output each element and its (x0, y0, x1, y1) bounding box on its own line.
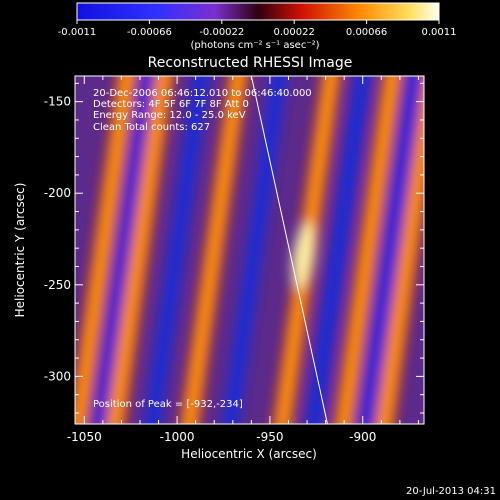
y-tick-label: -150 (44, 95, 71, 109)
colorbar-tick-label: -0.00066 (127, 27, 172, 38)
y-axis-ticks: -150 -200 -250 -300 (44, 82, 424, 414)
x-tick-label: -1000 (160, 430, 195, 444)
annotation-peak: Position of Peak = [-932,-234] (93, 399, 243, 410)
heatmap-dark-band (345, 76, 424, 424)
heatmap-dark-band (131, 76, 221, 424)
colorbar-tick-label: 0.00066 (346, 27, 387, 38)
solar-limb-line (250, 76, 328, 424)
x-tick-label: -900 (349, 430, 376, 444)
heatmap-bright-core (171, 76, 256, 424)
colorbar-tick-label: 0.00022 (274, 27, 315, 38)
x-axis-ticks: -1050 -1000 -950 -900 (67, 76, 419, 444)
colorbar-ticks: -0.0011 -0.00066 -0.00022 0.00022 0.00066 0.0… (58, 20, 457, 38)
annotation-energy: Energy Range: 12.0 - 25.0 keV (93, 110, 246, 121)
y-tick-label: -300 (44, 369, 71, 383)
footer-timestamp: 20-Jul-2013 04:31 (406, 486, 496, 497)
y-tick-label: -200 (44, 186, 71, 200)
heatmap-bright-core (96, 76, 182, 424)
chart-title: Reconstructed RHESSI Image (148, 55, 353, 71)
colorbar-tick-label: 0.0011 (422, 27, 457, 38)
plot-frame (74, 75, 425, 425)
annotation-detectors: Detectors: 4F 5F 6F 7F 8F Att 0 (93, 99, 249, 110)
y-axis-label: Heliocentric Y (arcsec) (13, 183, 27, 318)
heatmap-image (75, 76, 424, 424)
heatmap-stripes (75, 76, 424, 424)
colorbar: -0.0011 -0.00066 -0.00022 0.00022 0.00066 0.0… (58, 2, 457, 51)
annotation-method: Clean Total counts: 627 (93, 122, 210, 133)
heatmap-dark-band (79, 76, 169, 424)
annotations: 20-Dec-2006 06:46:12.010 to 06:46:40.000… (93, 88, 312, 410)
annotation-time: 20-Dec-2006 06:46:12.010 to 06:46:40.000 (93, 88, 312, 99)
x-tick-label: -1050 (67, 430, 102, 444)
heatmap-dark-band (293, 76, 382, 424)
colorbar-label: (photons cm⁻² s⁻¹ asec⁻²) (190, 40, 319, 51)
colorbar-gradient (76, 2, 440, 21)
heatmap-peak-blob (292, 221, 315, 290)
y-tick-label: -250 (44, 278, 71, 292)
colorbar-tick-label: -0.00022 (199, 27, 244, 38)
x-tick-label: -950 (256, 430, 283, 444)
x-axis-label: Heliocentric X (arcsec) (181, 447, 317, 461)
heatmap-bright-core (75, 76, 144, 424)
heatmap-dark-band (209, 76, 299, 424)
heatmap-bright-core (365, 76, 424, 424)
heatmap-bright-core (325, 76, 410, 424)
colorbar-tick-label: -0.0011 (58, 27, 97, 38)
